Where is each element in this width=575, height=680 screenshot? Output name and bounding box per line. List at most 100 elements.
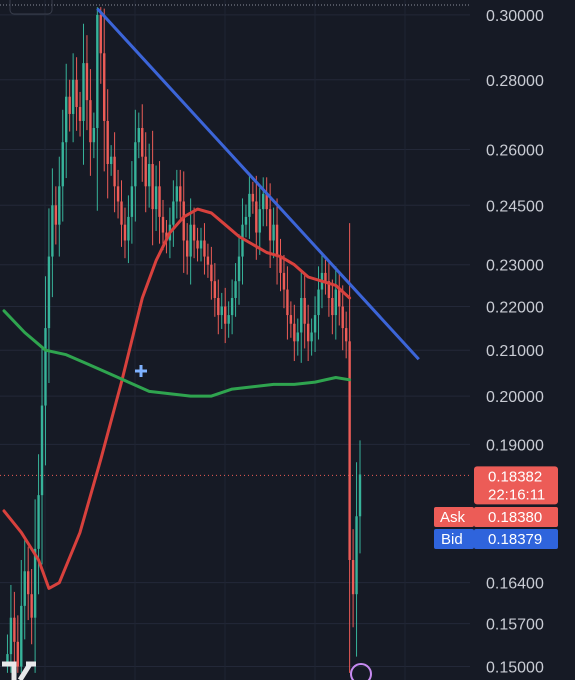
candle-body — [237, 256, 241, 282]
countdown-label: 22:16:11 — [488, 486, 545, 503]
axis-tick-label: 0.26000 — [486, 142, 544, 159]
candle-body — [185, 240, 189, 257]
candle-body — [258, 209, 261, 233]
candle-body — [213, 281, 217, 298]
candle-body — [303, 297, 306, 324]
candle-body — [203, 240, 206, 257]
candle-body — [85, 63, 89, 101]
candle-body — [78, 107, 82, 121]
candle-body — [9, 617, 13, 655]
candles — [6, 7, 362, 673]
candle-body — [348, 341, 351, 561]
candle-body — [92, 127, 96, 143]
price-axis: 0.30000 0.28000 0.26000 0.24500 0.23000 0.220… — [486, 8, 544, 677]
axis-tick-label: 0.15000 — [486, 660, 544, 677]
axis-tick-label: 0.23000 — [486, 258, 544, 275]
candle-body — [227, 315, 230, 324]
candle-body — [355, 516, 358, 595]
candle-body — [189, 224, 192, 257]
axis-tick-label: 0.15700 — [486, 617, 544, 634]
red-moving-average — [2, 207, 352, 590]
axis-tick-label: 0.24500 — [486, 198, 544, 215]
candle-body — [161, 216, 165, 233]
candle-body — [289, 315, 293, 324]
candle-body — [338, 289, 341, 307]
tradingview-logo — [2, 661, 36, 680]
bid-label: Bid — [441, 531, 463, 548]
candle-body — [331, 297, 334, 316]
candle-body — [127, 216, 130, 241]
chart-decor — [2, 0, 372, 680]
ask-price: 0.18380 — [488, 509, 542, 526]
candle-body — [151, 164, 154, 210]
candle-body — [313, 315, 317, 333]
candle-body — [282, 272, 286, 290]
candle-body — [300, 297, 303, 333]
current-price-label: 0.18382 — [488, 468, 542, 485]
candle-body — [334, 289, 338, 316]
candle-body — [137, 127, 140, 143]
candle-body — [306, 323, 310, 342]
candle-body — [13, 617, 16, 642]
candle-body — [96, 14, 99, 128]
axis-tick-label: 0.30000 — [486, 8, 544, 25]
candle-body — [103, 53, 106, 121]
candle-body — [109, 156, 113, 165]
candle-body — [210, 264, 213, 282]
candle-body — [182, 201, 185, 241]
candle-body — [317, 289, 320, 316]
candle-body — [265, 193, 268, 210]
candle-body — [20, 605, 23, 667]
candle-body — [272, 224, 275, 241]
candle-body — [154, 186, 158, 210]
candle-body — [47, 256, 51, 329]
candle-body — [293, 323, 296, 342]
candle-body — [275, 224, 279, 257]
candle-body — [279, 256, 282, 273]
green-moving-average — [2, 309, 352, 398]
candle-body — [37, 495, 40, 549]
bid-price-tag — [474, 529, 558, 549]
candle-body — [30, 594, 33, 618]
candle-body — [344, 328, 348, 342]
candle-body — [99, 14, 102, 54]
candle-body — [327, 281, 331, 298]
candle-body — [141, 127, 144, 157]
candle-body — [234, 281, 237, 298]
axis-tick-label: 0.20000 — [486, 389, 544, 406]
axis-tick-label: 0.19000 — [486, 437, 544, 454]
candle-body — [341, 306, 344, 329]
candle-body — [172, 201, 175, 225]
candle-body — [71, 79, 75, 114]
candle-body — [123, 224, 127, 241]
candle-body — [248, 193, 251, 217]
toolbar-button — [9, 0, 53, 15]
candle-body — [351, 560, 355, 595]
candle-body — [358, 474, 362, 517]
candle-body — [58, 186, 61, 225]
candle-body — [251, 193, 255, 202]
descending-trendline — [96, 7, 420, 361]
ask-price-tag — [474, 507, 558, 527]
candle-body — [206, 256, 210, 265]
trendline[interactable] — [96, 7, 420, 361]
candle-body — [192, 224, 196, 241]
candle-body — [120, 201, 123, 225]
axis-tick-label: 0.16400 — [486, 576, 544, 593]
candle-body — [130, 186, 134, 217]
candle-body — [147, 164, 151, 187]
candle-body — [26, 571, 30, 595]
candle-body — [175, 186, 179, 202]
candle-body — [61, 142, 64, 187]
alert-icon — [350, 663, 372, 680]
axis-tick-label: 0.28000 — [486, 73, 544, 90]
ask-label: Ask — [440, 509, 466, 526]
candle-body — [51, 205, 54, 257]
candle-body — [241, 224, 244, 257]
candle-body — [82, 63, 85, 121]
candle-body — [68, 96, 71, 114]
candle-body — [44, 328, 47, 406]
candle-body — [89, 100, 92, 143]
